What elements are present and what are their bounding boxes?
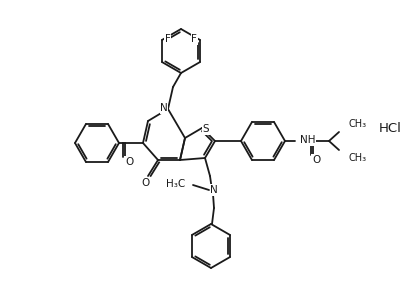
Text: CH₃: CH₃: [348, 153, 366, 163]
Text: H₃C: H₃C: [166, 179, 185, 189]
Text: CH₃: CH₃: [348, 119, 366, 129]
Text: F: F: [191, 34, 197, 44]
Text: O: O: [141, 178, 149, 188]
Text: O: O: [125, 157, 133, 167]
Text: F: F: [165, 34, 171, 44]
Text: N: N: [160, 103, 168, 113]
Text: N: N: [210, 185, 218, 195]
Text: NH: NH: [300, 135, 316, 145]
Text: HCl: HCl: [378, 121, 401, 134]
Text: O: O: [312, 155, 320, 165]
Text: S: S: [203, 124, 210, 134]
